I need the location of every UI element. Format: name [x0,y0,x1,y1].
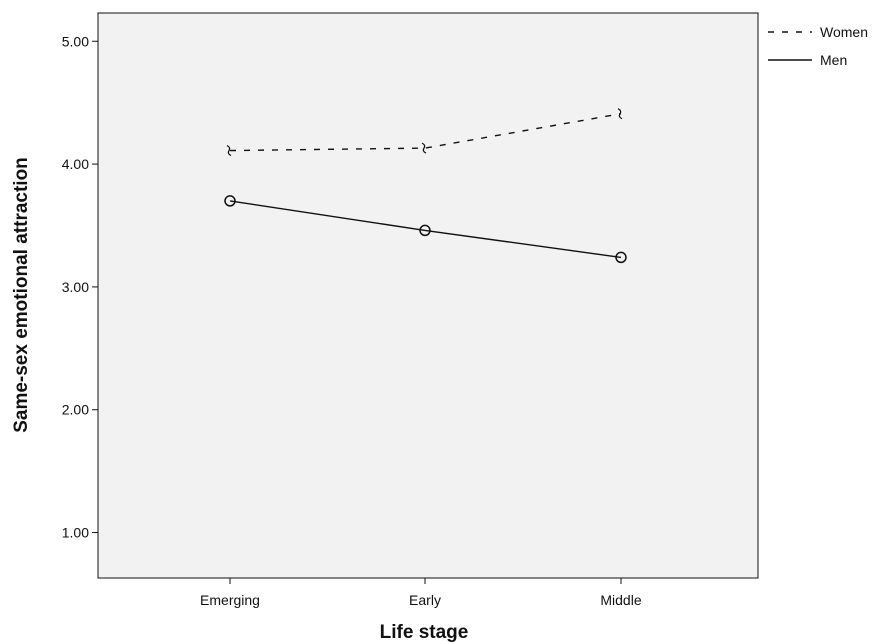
y-tick-label: 3.00 [62,279,89,295]
x-axis-ticks: Emerging Early Middle [200,578,642,608]
y-tick-label: 2.00 [62,402,89,418]
data-point-men [615,251,627,264]
y-axis-ticks: 1.00 2.00 3.00 4.00 5.00 [62,33,98,541]
x-axis-title: Life stage [380,622,469,643]
data-point-women [617,108,623,120]
series-line-men [229,200,622,259]
data-point-women [226,145,232,157]
legend-label-men: Men [820,52,847,68]
series-line-women [229,113,622,152]
x-tick-label: Early [409,592,441,608]
y-tick-label: 5.00 [62,33,89,49]
y-axis-title: Same-sex emotional attraction [11,157,32,433]
legend-label-women: Women [820,24,868,40]
data-point-men [224,195,236,207]
x-tick-label: Emerging [200,592,260,608]
data-point-women [421,142,427,154]
data-point-men [419,224,431,237]
y-tick-label: 4.00 [62,156,89,172]
x-tick-label: Middle [600,592,641,608]
y-tick-label: 1.00 [62,525,89,541]
plot-area [97,12,759,579]
series-layer [224,108,627,264]
legend: Women Men [768,24,868,68]
